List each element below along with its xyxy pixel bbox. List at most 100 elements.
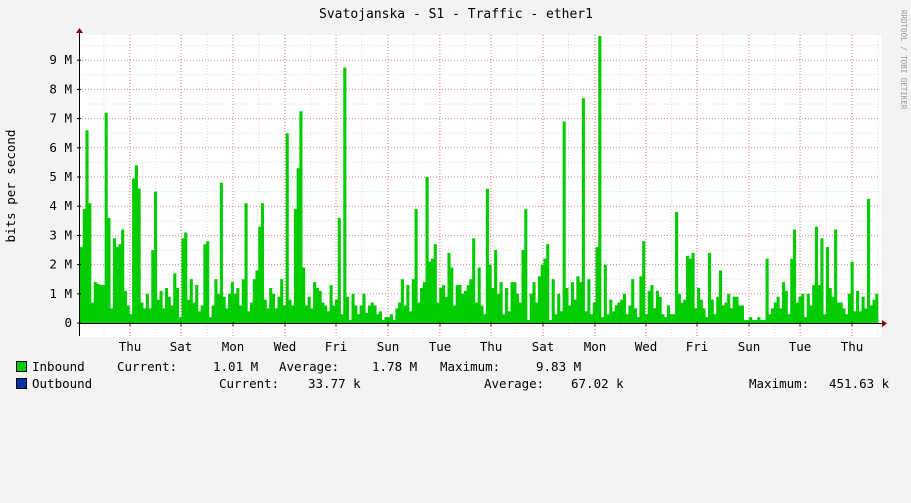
inbound-bar (505, 287, 509, 323)
outbound-swatch (16, 378, 27, 389)
y-tick-label: 2 M (49, 257, 72, 272)
inbound-bar (771, 308, 775, 323)
inbound-bar (746, 320, 750, 323)
y-tick-label: 3 M (49, 227, 72, 242)
inbound-bar (329, 285, 333, 323)
inbound-bar (359, 305, 363, 323)
inbound-bar (123, 290, 127, 323)
inbound-bar (831, 296, 835, 323)
inbound-bar (151, 250, 155, 323)
inbound-bar (241, 279, 245, 323)
inbound-bar (96, 283, 100, 323)
inbound-bar (524, 209, 528, 323)
inbound-current-value: 1.01 M (213, 359, 259, 374)
inbound-bar (823, 314, 827, 323)
inbound-bar (175, 287, 180, 323)
inbound-bar (417, 302, 421, 323)
inbound-bar (428, 261, 432, 323)
inbound-bar (529, 293, 533, 323)
inbound-bar (340, 314, 344, 323)
inbound-bar (792, 229, 797, 323)
inbound-bar (664, 317, 668, 323)
inbound-bar (126, 305, 130, 323)
inbound-bar (488, 264, 492, 323)
inbound-bar (554, 314, 558, 323)
inbound-bar (647, 290, 651, 323)
inbound-bar (110, 308, 114, 323)
inbound-bar (653, 308, 657, 323)
inbound-bar (118, 244, 122, 323)
inbound-bar (441, 285, 446, 323)
traffic-graph: 0 1 M 2 M 3 M 4 M 5 M 6 M 7 M 8 M 9 M Thu Sat Mon We… (3, 7, 908, 354)
y-tick-label: 5 M (49, 169, 72, 184)
inbound-bar (828, 287, 832, 323)
x-tick-label: Wed (635, 339, 658, 354)
inbound-bar (321, 302, 325, 323)
inbound-bar (732, 296, 736, 323)
inbound-bar (222, 296, 226, 323)
inbound-bar (291, 305, 295, 323)
inbound-bar (697, 287, 701, 323)
inbound-bar (858, 311, 862, 323)
inbound-bar (463, 290, 468, 323)
inbound-current-label: Current: (117, 359, 178, 374)
inbound-bar (239, 305, 243, 323)
inbound-bar (820, 238, 824, 323)
inbound-bar (592, 302, 596, 323)
inbound-bar (392, 320, 396, 323)
inbound-average-label: Average: (279, 359, 340, 374)
inbound-bar (710, 299, 714, 323)
inbound-bar (82, 209, 86, 323)
inbound-bar (694, 308, 698, 323)
inbound-bar (296, 168, 300, 323)
inbound-bar (850, 261, 854, 323)
inbound-bar (173, 273, 177, 323)
x-axis-arrow (882, 320, 887, 327)
inbound-bar (836, 302, 840, 323)
inbound-bar (570, 282, 574, 323)
inbound-bar (809, 305, 813, 323)
inbound-series (80, 35, 879, 324)
inbound-bar (411, 279, 415, 323)
inbound-bar (729, 308, 734, 323)
inbound-bar (568, 305, 572, 323)
inbound-bar (99, 285, 103, 323)
inbound-bar (178, 317, 182, 323)
inbound-bar (856, 290, 860, 323)
inbound-bar (576, 276, 580, 323)
inbound-bar (776, 296, 780, 323)
inbound-bar (381, 320, 385, 323)
inbound-bar (162, 308, 166, 323)
inbound-bar (765, 258, 769, 323)
inbound-bar (88, 203, 92, 323)
outbound-average-label: Average: (484, 376, 545, 391)
inbound-bar (302, 267, 306, 323)
inbound-bar (165, 287, 169, 323)
inbound-bar (757, 317, 761, 323)
inbound-bar (310, 308, 314, 323)
inbound-bar (642, 241, 646, 323)
inbound-bar (236, 287, 240, 323)
inbound-bar (535, 302, 539, 323)
inbound-bar (461, 293, 465, 323)
inbound-bar (666, 305, 670, 323)
inbound-bar (376, 314, 380, 323)
x-tick-label: Fri (325, 339, 348, 354)
inbound-bar (439, 287, 443, 323)
inbound-bar (154, 191, 158, 323)
x-tick-label: Sat (170, 339, 193, 354)
inbound-bar (688, 258, 692, 323)
x-tick-label: Wed (274, 339, 297, 354)
inbound-bar (472, 238, 476, 323)
inbound-bar (727, 293, 731, 323)
inbound-bar (409, 311, 413, 323)
x-tick-label: Thu (841, 339, 864, 354)
inbound-bar (677, 293, 681, 323)
outbound-current-value: 33.77 k (308, 376, 361, 391)
inbound-bar (513, 282, 517, 323)
inbound-bar (148, 308, 152, 323)
inbound-bar (258, 226, 262, 323)
inbound-bar (373, 305, 377, 323)
inbound-bar (307, 296, 311, 323)
inbound-bar (581, 98, 585, 323)
